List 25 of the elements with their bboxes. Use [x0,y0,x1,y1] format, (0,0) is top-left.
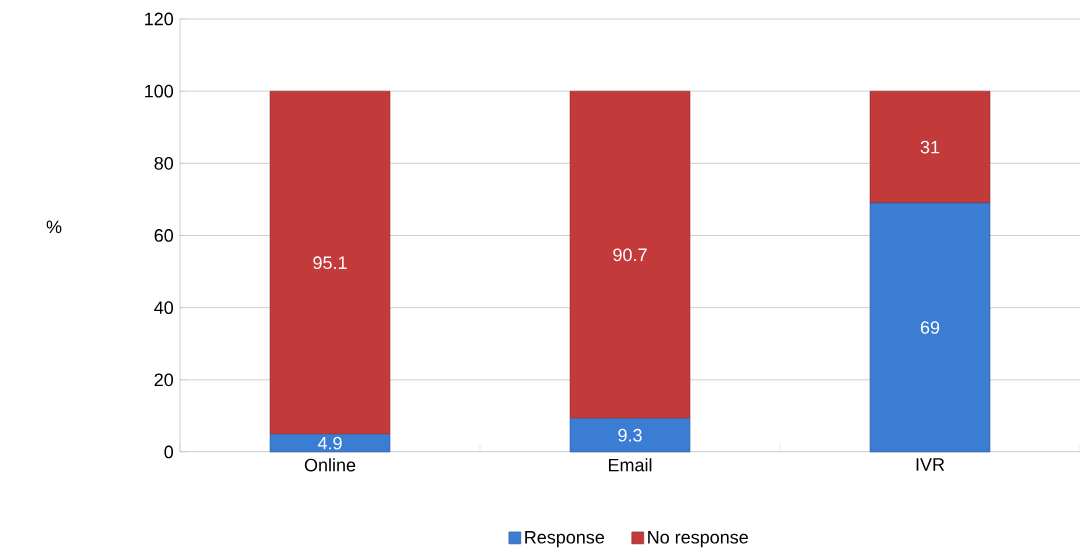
y-tick-label: 0 [164,445,174,459]
legend-label: Response [525,531,605,548]
legend-label: No response [648,531,748,548]
data-label: 95.1 [313,256,347,270]
y-tick-label: 120 [145,12,174,26]
x-tick-label: Email [608,458,652,472]
bar [869,90,991,204]
y-tick-label: 80 [154,156,174,170]
bar [269,90,391,435]
y-axis-title: % [46,220,62,234]
bar [269,434,391,453]
y-tick-label: 20 [154,373,174,387]
bar [569,418,691,453]
y-tick-label: 40 [154,301,174,315]
data-label: 31 [920,140,940,154]
y-tick-label: 100 [145,84,174,98]
data-label: 4.9 [317,436,342,450]
y-tick-label: 60 [154,229,174,242]
bar [869,202,991,453]
bar [569,90,691,419]
data-label: 90.7 [613,248,647,262]
x-tick-label: IVR [916,458,945,471]
data-label: 9.3 [618,428,642,442]
data-label: 69 [920,321,940,334]
x-tick-label: Online [304,458,356,472]
